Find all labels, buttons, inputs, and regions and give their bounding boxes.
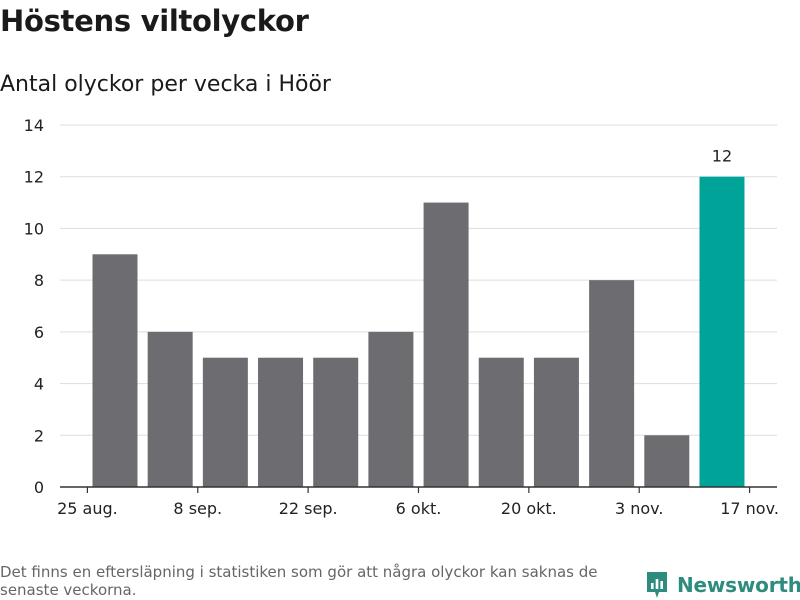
x-tick-label: 6 okt. (396, 499, 442, 518)
bar (644, 435, 690, 487)
y-tick-label: 8 (34, 271, 44, 290)
y-tick-label: 4 (34, 375, 44, 394)
y-tick-label: 12 (24, 168, 44, 187)
brand-logo[interactable]: Newsworthy (645, 570, 800, 600)
bar (533, 357, 579, 487)
newsworthy-logo-icon (647, 572, 667, 598)
x-tick-label: 22 sep. (279, 499, 338, 518)
bar (313, 357, 359, 487)
bar (92, 254, 138, 487)
x-tick-label: 8 sep. (173, 499, 222, 518)
tick-labels: 0 2 4 6 8 10 12 14 12 25 aug. 8 sep. 22 sep. 6 okt. 2… (24, 116, 779, 518)
bar-chart: 0 2 4 6 8 10 12 14 12 25 aug. 8 sep. 22 sep. 6 okt. 2… (24, 116, 779, 518)
bar (478, 357, 524, 487)
y-tick-label: 10 (24, 219, 44, 238)
bar (423, 202, 469, 488)
bar-highlight (699, 176, 745, 487)
chart-title: Höstens viltolyckor (0, 4, 309, 38)
x-tick-label: 3 nov. (615, 499, 664, 518)
x-axis (60, 486, 777, 493)
x-tick-label: 17 nov. (720, 499, 779, 518)
bar (368, 331, 414, 487)
y-tick-label: 0 (34, 478, 44, 497)
bar (202, 357, 248, 487)
bars (92, 176, 745, 488)
chart-subtitle: Antal olyckor per vecka i Höör (0, 72, 331, 97)
x-tick-label: 20 okt. (501, 499, 557, 518)
data-label: 12 (712, 147, 732, 166)
bar (258, 357, 304, 487)
x-tick-label: 25 aug. (57, 499, 118, 518)
bar (147, 331, 193, 487)
brand-name: Newsworthy (677, 573, 800, 597)
bar (589, 280, 635, 487)
footnote: Det finns en eftersläpning i statistiken… (0, 563, 598, 599)
y-tick-label: 2 (34, 426, 44, 445)
y-tick-label: 6 (34, 323, 44, 342)
y-tick-label: 14 (24, 116, 44, 135)
